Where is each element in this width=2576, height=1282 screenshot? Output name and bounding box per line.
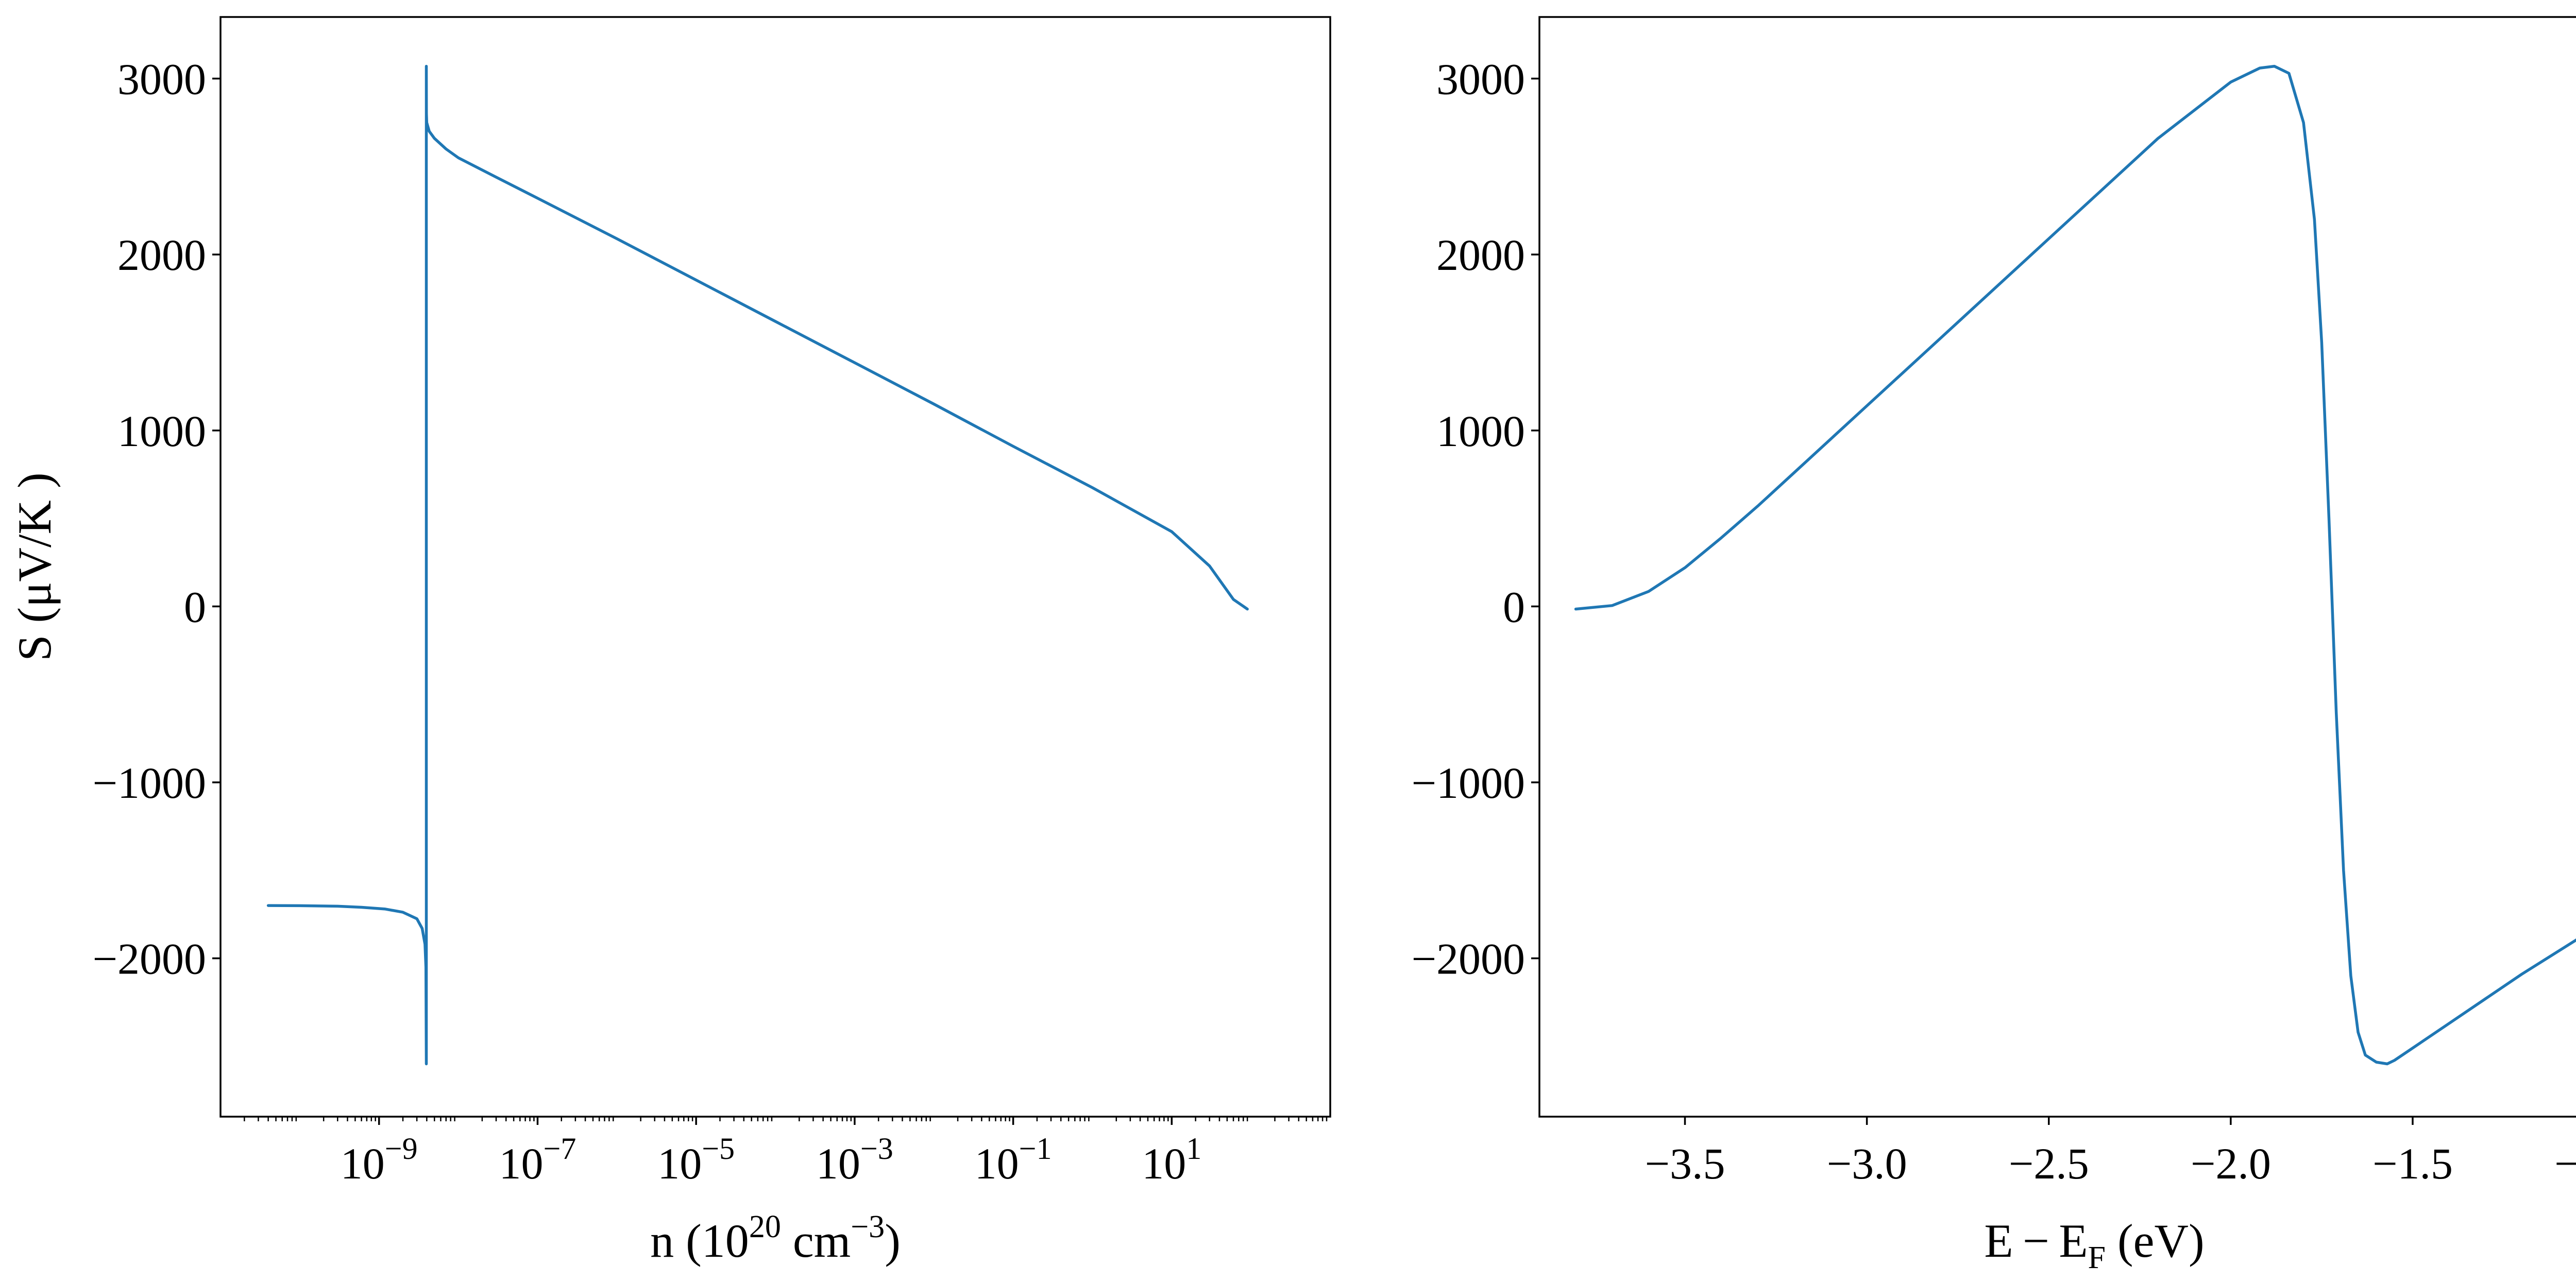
y-tick-label: −2000 [92, 934, 206, 984]
y-tick-label: −2000 [1411, 934, 1525, 984]
y-tick-label: 2000 [117, 230, 206, 280]
x-tick-label: 10−3 [816, 1132, 893, 1188]
x-tick-label-exponent: −5 [702, 1132, 735, 1166]
x-axis-label-superscript: −3 [851, 1209, 885, 1244]
y-tick-label: 2000 [1436, 230, 1525, 280]
y-tick-label: 0 [1503, 582, 1525, 631]
x-axis-label-part: (eV) [2106, 1215, 2205, 1267]
x-axis-label-subscript: F [2088, 1240, 2106, 1275]
x-axis-label: n (1020 cm−3) [650, 1209, 901, 1267]
x-axis-label: E − EF (eV) [1984, 1215, 2204, 1275]
x-tick-label: 101 [1142, 1132, 1201, 1188]
x-tick-label-base: 10 [975, 1139, 1019, 1188]
y-axis-label: S (μV/K ) [8, 472, 61, 661]
x-tick-label-exponent: −9 [385, 1132, 418, 1166]
x-axis-label-part: ) [885, 1215, 901, 1267]
x-tick-label: 10−5 [657, 1132, 735, 1188]
x-tick-label-exponent: −7 [544, 1132, 577, 1166]
plot-frame [1538, 16, 2576, 1118]
x-tick-label: 10−9 [341, 1132, 418, 1188]
x-tick-label-base: 10 [499, 1139, 544, 1188]
x-tick-label-exponent: −3 [860, 1132, 893, 1166]
y-tick-label: 1000 [1436, 406, 1525, 456]
x-tick-label: −2.0 [2191, 1139, 2271, 1188]
x-tick-label-base: 10 [1142, 1139, 1186, 1188]
x-tick-label-base: 10 [816, 1139, 860, 1188]
y-tick-label: 1000 [117, 406, 206, 456]
x-tick-label: −3.0 [1827, 1139, 1907, 1188]
series-line-0 [266, 64, 1249, 1066]
x-tick-label-base: 10 [341, 1139, 385, 1188]
x-tick-label-base: 10 [657, 1139, 702, 1188]
x-tick-label: −3.5 [1645, 1139, 1725, 1188]
x-tick-label: 10−1 [975, 1132, 1052, 1188]
y-tick-label: 0 [184, 582, 206, 631]
x-tick-label-exponent: 1 [1186, 1132, 1201, 1166]
x-axis-label-part: n (10 [650, 1215, 749, 1267]
right-panel: −2000 −1000 0 1000 2000 3000 −3.5 −3.0 −2.5 −2.0 −… [1411, 16, 2576, 1275]
y-tick-label: −1000 [1411, 758, 1525, 808]
y-tick-label: 3000 [117, 55, 206, 104]
x-tick-label-exponent: −1 [1019, 1132, 1052, 1166]
x-tick-label: −2.5 [2009, 1139, 2089, 1188]
plot-frame [219, 16, 1331, 1118]
y-tick-label: 3000 [1436, 55, 1525, 104]
x-tick-label: 10−7 [499, 1132, 577, 1188]
x-tick-label: −1.5 [2372, 1139, 2453, 1188]
y-tick-label: −1000 [92, 758, 206, 808]
x-axis-label-part: E − E [1984, 1215, 2088, 1267]
x-axis-label-part: cm [781, 1215, 851, 1267]
x-axis-label-superscript: 20 [749, 1209, 781, 1244]
x-tick-label: −1.0 [2554, 1139, 2576, 1188]
series-line-0 [1574, 64, 2576, 1066]
